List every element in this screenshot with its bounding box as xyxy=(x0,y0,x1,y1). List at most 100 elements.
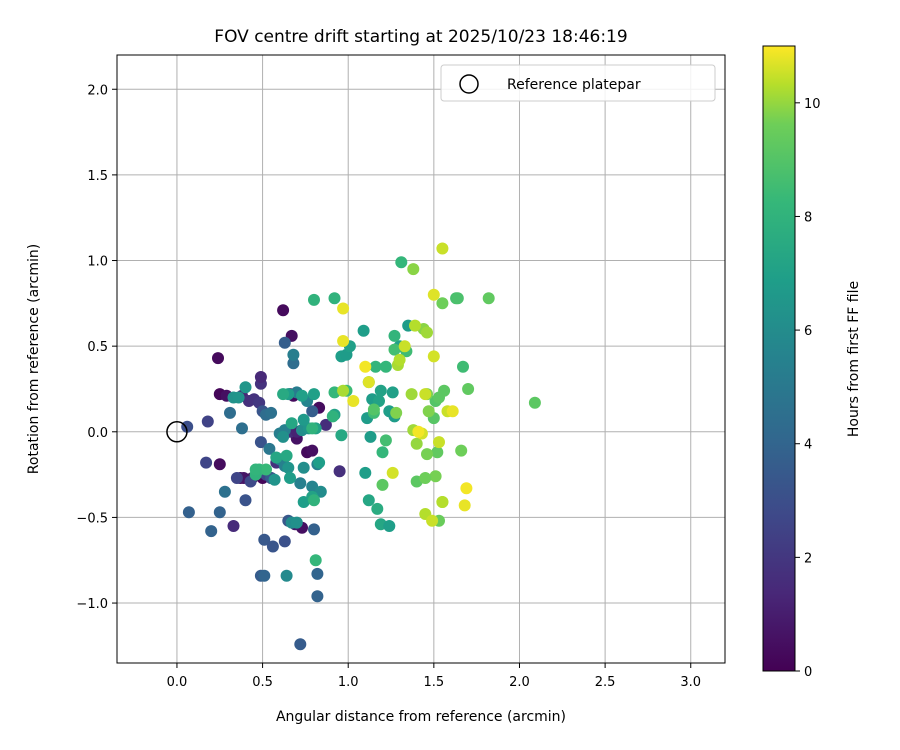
data-point xyxy=(205,525,218,538)
data-point xyxy=(376,446,389,459)
data-point xyxy=(254,371,267,383)
data-point xyxy=(280,569,293,582)
data-point xyxy=(436,242,449,255)
data-point xyxy=(364,430,377,443)
colorbar-tick-label: 10 xyxy=(804,97,821,112)
data-point xyxy=(212,352,224,365)
y-tick-label: −1.0 xyxy=(76,597,108,612)
data-point xyxy=(258,569,271,582)
data-point xyxy=(421,326,433,339)
data-point xyxy=(200,456,213,469)
data-point xyxy=(296,389,308,402)
data-point xyxy=(379,434,392,447)
data-point xyxy=(311,567,324,580)
y-tick-label: 0.5 xyxy=(87,340,108,355)
data-point xyxy=(374,384,387,397)
data-point xyxy=(277,388,290,401)
data-point xyxy=(239,381,252,394)
data-point xyxy=(337,384,350,397)
data-point xyxy=(308,494,320,507)
data-point xyxy=(218,485,231,498)
data-point xyxy=(280,449,293,462)
data-point xyxy=(306,405,319,418)
data-point xyxy=(482,292,495,305)
data-point xyxy=(313,456,326,469)
data-point xyxy=(388,343,401,356)
data-point xyxy=(232,391,245,404)
data-point xyxy=(438,384,451,397)
reference-marker-group xyxy=(166,421,188,443)
legend-reference-marker-icon xyxy=(459,74,479,94)
y-tick-label: 2.0 xyxy=(87,83,108,98)
data-point xyxy=(254,436,267,449)
data-point xyxy=(409,319,421,332)
colorbar-title: Hours from first FF file xyxy=(846,281,862,437)
data-point xyxy=(419,472,432,484)
data-point xyxy=(462,383,475,395)
data-point xyxy=(362,494,375,507)
data-point xyxy=(421,448,433,461)
data-point xyxy=(227,520,240,532)
data-point xyxy=(265,406,278,419)
data-point xyxy=(326,410,339,423)
data-point xyxy=(201,415,214,428)
x-tick-label: 0.5 xyxy=(252,675,273,690)
data-point xyxy=(285,417,298,430)
data-point xyxy=(308,293,320,306)
legend-box xyxy=(440,64,716,102)
data-point xyxy=(357,324,370,337)
y-tick-label: 1.5 xyxy=(87,169,108,184)
data-point xyxy=(319,418,332,431)
data-point xyxy=(287,357,300,370)
data-point xyxy=(386,466,399,479)
colorbar-tick-label: 6 xyxy=(804,324,812,339)
data-point xyxy=(337,302,350,315)
data-point xyxy=(277,304,290,317)
data-point xyxy=(436,496,449,508)
colorbar-ticks: 0 2 4 6 8 10 xyxy=(795,97,821,680)
data-point xyxy=(405,388,418,401)
data-point xyxy=(379,360,392,373)
data-point xyxy=(376,478,389,491)
data-point xyxy=(386,386,399,399)
data-point xyxy=(297,461,310,474)
y-tick-label: 1.0 xyxy=(87,255,108,270)
data-point xyxy=(457,360,469,373)
y-tick-label: −0.5 xyxy=(76,511,108,526)
x-tick-label: 3.0 xyxy=(680,675,701,690)
data-point xyxy=(268,473,281,486)
data-point xyxy=(446,405,459,418)
data-point xyxy=(213,506,226,519)
data-point xyxy=(431,446,444,459)
data-point xyxy=(362,376,375,389)
reference-platepar-marker xyxy=(166,421,188,443)
colorbar-tick-label: 8 xyxy=(804,210,812,225)
data-point xyxy=(182,506,195,519)
data-point xyxy=(181,420,194,433)
plot-frame xyxy=(116,54,726,664)
data-point xyxy=(249,463,262,476)
colorbar: 0 2 4 6 8 10 Hours from first FF file xyxy=(762,45,862,680)
data-point xyxy=(395,256,408,269)
legend: Reference platepar xyxy=(440,64,716,102)
data-point xyxy=(270,451,283,464)
data-point xyxy=(311,590,324,603)
data-point xyxy=(306,422,319,435)
data-point xyxy=(277,430,290,443)
data-point xyxy=(398,340,411,353)
data-point xyxy=(278,535,291,548)
y-tick-label: 0.0 xyxy=(87,426,108,441)
data-point xyxy=(290,516,303,529)
data-points xyxy=(181,242,541,651)
data-point xyxy=(419,388,432,401)
x-axis-title: Angular distance from reference (arcmin) xyxy=(276,709,566,725)
colorbar-tick-label: 0 xyxy=(804,665,812,680)
chart-title: FOV centre drift starting at 2025/10/23 … xyxy=(214,27,627,47)
data-point xyxy=(390,406,403,419)
data-point xyxy=(260,463,272,476)
data-point xyxy=(393,353,406,366)
data-point xyxy=(282,461,295,474)
data-point xyxy=(239,494,252,507)
y-axis: −1.0 −0.5 0.0 0.5 1.0 1.5 2.0 xyxy=(76,83,117,612)
data-point xyxy=(433,436,445,449)
